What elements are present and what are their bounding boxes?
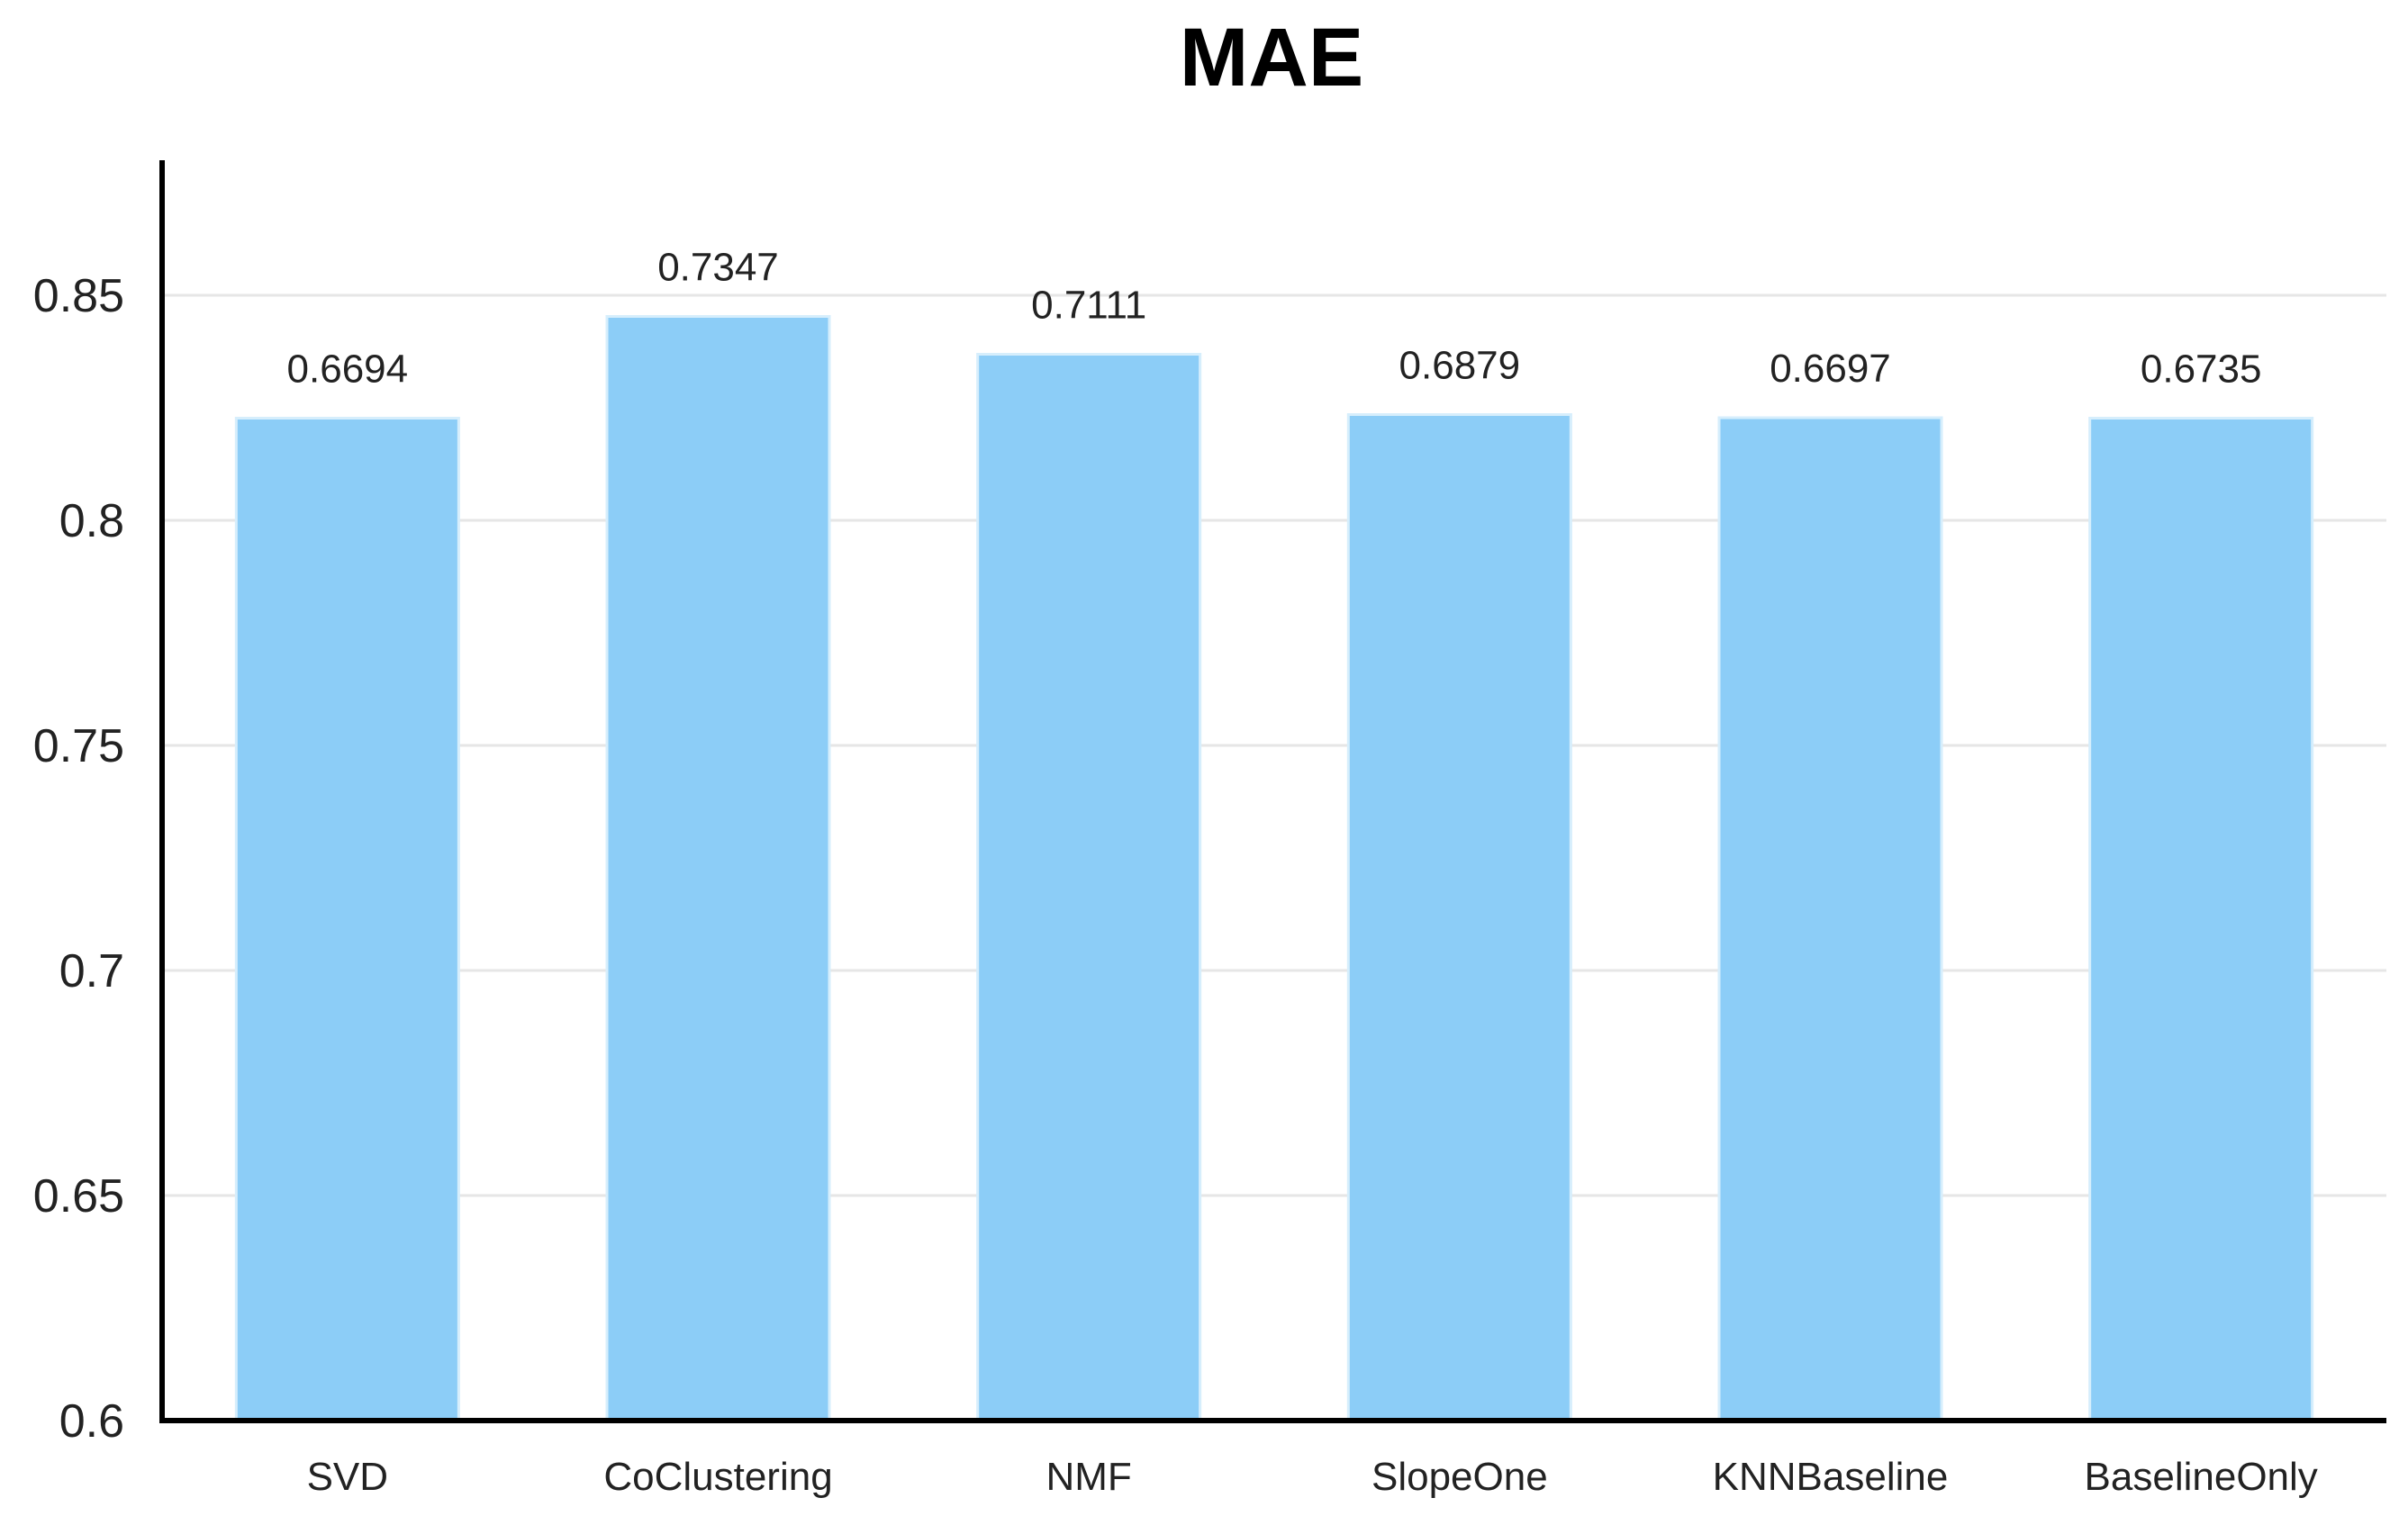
bar-knnbaseline (1717, 416, 1943, 1422)
bar-svd (234, 417, 460, 1422)
data-label: 0.6735 (2141, 347, 2262, 392)
x-category-label: CoClustering (603, 1455, 832, 1499)
data-label: 0.7111 (1031, 284, 1146, 328)
data-labels: 0.6694 0.7347 0.7111 0.6879 0.6697 0.6735 (287, 246, 2262, 392)
x-category-label: BaselineOnly (2085, 1455, 2318, 1499)
x-category-label: SlopeOne (1371, 1455, 1548, 1499)
data-label: 0.7347 (657, 246, 779, 290)
y-tick-label: 0.8 (59, 495, 124, 547)
x-category-label: KNNBaseline (1713, 1455, 1949, 1499)
data-label: 0.6697 (1770, 347, 1891, 391)
data-label: 0.6879 (1399, 344, 1521, 388)
bar-nmf (976, 353, 1202, 1422)
bar-baselineonly (2088, 417, 2314, 1422)
x-category-label: NMF (1046, 1455, 1132, 1499)
y-tick-label: 0.85 (33, 270, 124, 322)
chart-title: MAE (1180, 12, 1363, 104)
bar-coclustering (605, 315, 831, 1422)
data-label: 0.6694 (287, 347, 409, 392)
y-tick-label: 0.7 (59, 945, 124, 997)
y-tick-label: 0.65 (33, 1170, 124, 1223)
gridlines (162, 293, 2386, 1197)
y-tick-label: 0.6 (59, 1395, 124, 1448)
x-category-label: SVD (307, 1455, 388, 1499)
x-axis-category-labels: SVD CoClustering NMF SlopeOne KNNBaseline Bas… (307, 1455, 2318, 1499)
bar-slopeone (1346, 413, 1572, 1422)
y-axis-tick-labels: 0.6 0.65 0.7 0.75 0.8 0.85 (33, 270, 124, 1448)
y-tick-label: 0.75 (33, 720, 124, 772)
bars (234, 315, 2314, 1422)
